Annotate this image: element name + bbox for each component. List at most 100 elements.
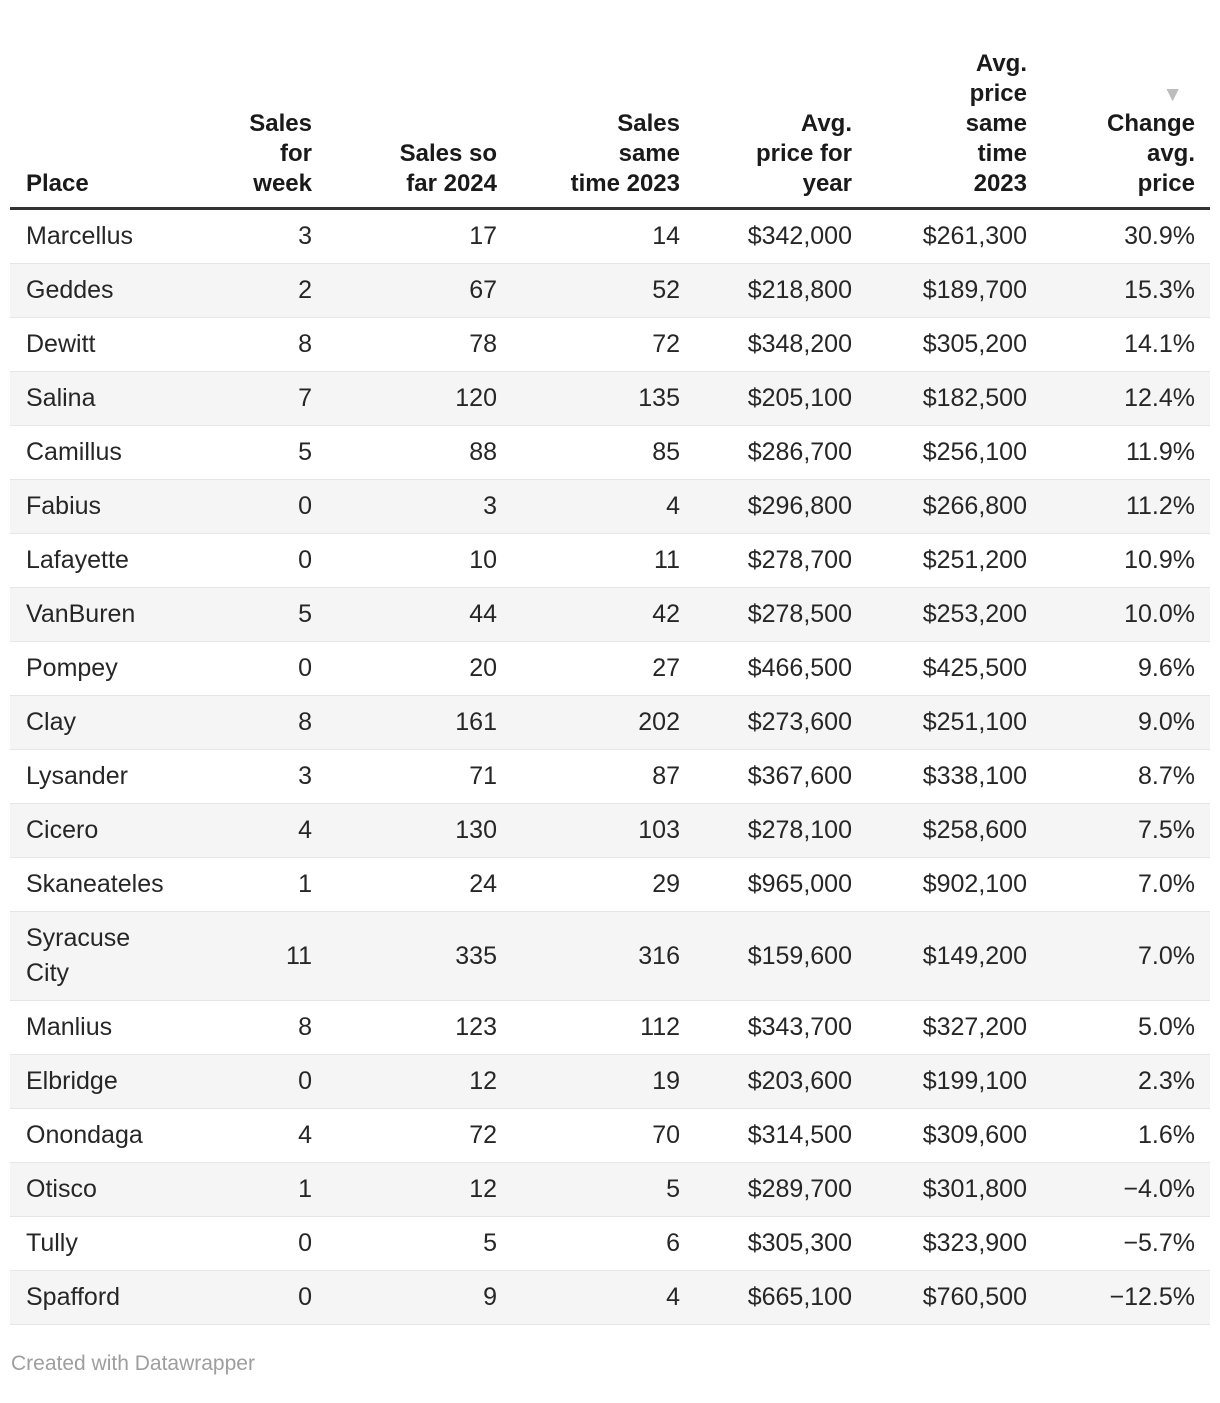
- value-cell: $425,500: [867, 641, 1042, 696]
- value-cell: $205,100: [695, 371, 867, 426]
- value-cell: $159,600: [695, 911, 867, 1001]
- value-cell: 8: [211, 695, 327, 750]
- table-row: Manlius 8 123 112 $343,700 $327,200 5.0%: [10, 1000, 1210, 1055]
- value-cell: 8.7%: [1042, 749, 1210, 804]
- place-cell: Lysander: [10, 749, 211, 804]
- value-cell: 0: [211, 1216, 327, 1271]
- value-cell: 316: [512, 911, 695, 1001]
- attribution-link[interactable]: Created with Datawrapper: [11, 1352, 255, 1375]
- value-cell: 27: [512, 641, 695, 696]
- value-cell: $199,100: [867, 1054, 1042, 1109]
- value-cell: 120: [327, 371, 512, 426]
- value-cell: $296,800: [695, 479, 867, 534]
- place-cell: Elbridge: [10, 1054, 211, 1109]
- value-cell: 14.1%: [1042, 317, 1210, 372]
- value-cell: −12.5%: [1042, 1270, 1210, 1325]
- column-header-sales-so-far-2024[interactable]: Sales so far 2024: [327, 0, 512, 210]
- place-cell: Skaneateles: [10, 857, 211, 912]
- value-cell: $305,300: [695, 1216, 867, 1271]
- value-cell: 9.0%: [1042, 695, 1210, 750]
- value-cell: 44: [327, 587, 512, 642]
- sort-desc-icon[interactable]: ▼: [1162, 83, 1183, 106]
- value-cell: 135: [512, 371, 695, 426]
- value-cell: 8: [211, 317, 327, 372]
- value-cell: 71: [327, 749, 512, 804]
- value-cell: $253,200: [867, 587, 1042, 642]
- table-row: Onondaga 4 72 70 $314,500 $309,600 1.6%: [10, 1108, 1210, 1163]
- column-header-place[interactable]: Place: [10, 0, 211, 210]
- place-cell: Clay: [10, 695, 211, 750]
- value-cell: 335: [327, 911, 512, 1001]
- place-cell: Geddes: [10, 263, 211, 318]
- column-header-avg-price-for-year[interactable]: Avg. price for year: [695, 0, 867, 210]
- value-cell: 0: [211, 533, 327, 588]
- value-cell: 5.0%: [1042, 1000, 1210, 1055]
- place-cell: Dewitt: [10, 317, 211, 372]
- table-row: Pompey 0 20 27 $466,500 $425,500 9.6%: [10, 641, 1210, 696]
- value-cell: 3: [211, 208, 327, 264]
- value-cell: 10: [327, 533, 512, 588]
- value-cell: $278,100: [695, 803, 867, 858]
- value-cell: 7.5%: [1042, 803, 1210, 858]
- table-row: Dewitt 8 78 72 $348,200 $305,200 14.1%: [10, 317, 1210, 372]
- place-cell: Onondaga: [10, 1108, 211, 1163]
- value-cell: $273,600: [695, 695, 867, 750]
- value-cell: $289,700: [695, 1162, 867, 1217]
- value-cell: 20: [327, 641, 512, 696]
- value-cell: 7.0%: [1042, 911, 1210, 1001]
- table-row: Marcellus 3 17 14 $342,000 $261,300 30.9%: [10, 208, 1210, 264]
- table-row: Camillus 5 88 85 $286,700 $256,100 11.9%: [10, 425, 1210, 480]
- value-cell: 3: [211, 749, 327, 804]
- value-cell: 0: [211, 641, 327, 696]
- value-cell: 7.0%: [1042, 857, 1210, 912]
- value-cell: 12: [327, 1054, 512, 1109]
- value-cell: 10.9%: [1042, 533, 1210, 588]
- place-cell: Lafayette: [10, 533, 211, 588]
- value-cell: $256,100: [867, 425, 1042, 480]
- place-cell: Manlius: [10, 1000, 211, 1055]
- column-header-change-avg-price[interactable]: ▼ Change avg. price: [1042, 0, 1210, 210]
- value-cell: $466,500: [695, 641, 867, 696]
- value-cell: 24: [327, 857, 512, 912]
- value-cell: 72: [327, 1108, 512, 1163]
- value-cell: 10.0%: [1042, 587, 1210, 642]
- value-cell: $965,000: [695, 857, 867, 912]
- place-cell: Camillus: [10, 425, 211, 480]
- value-cell: 52: [512, 263, 695, 318]
- value-cell: 1: [211, 857, 327, 912]
- value-cell: 1: [211, 1162, 327, 1217]
- value-cell: 0: [211, 1054, 327, 1109]
- value-cell: 5: [512, 1162, 695, 1217]
- column-header-sales-same-time-2023[interactable]: Sales same time 2023: [512, 0, 695, 210]
- table-row: Clay 8 161 202 $273,600 $251,100 9.0%: [10, 695, 1210, 750]
- value-cell: 5: [211, 587, 327, 642]
- value-cell: 19: [512, 1054, 695, 1109]
- value-cell: $203,600: [695, 1054, 867, 1109]
- value-cell: $309,600: [867, 1108, 1042, 1163]
- column-header-avg-price-same-time-2023[interactable]: Avg. price same time 2023: [867, 0, 1042, 210]
- value-cell: 11.9%: [1042, 425, 1210, 480]
- table-row: Cicero 4 130 103 $278,100 $258,600 7.5%: [10, 803, 1210, 858]
- table-row: Lysander 3 71 87 $367,600 $338,100 8.7%: [10, 749, 1210, 804]
- value-cell: 70: [512, 1108, 695, 1163]
- value-cell: $665,100: [695, 1270, 867, 1325]
- value-cell: 11: [512, 533, 695, 588]
- value-cell: $338,100: [867, 749, 1042, 804]
- table-body: Marcellus 3 17 14 $342,000 $261,300 30.9% Gedde…: [10, 208, 1210, 1325]
- value-cell: $218,800: [695, 263, 867, 318]
- value-cell: $327,200: [867, 1000, 1042, 1055]
- place-cell: Marcellus: [10, 208, 211, 264]
- value-cell: $323,900: [867, 1216, 1042, 1271]
- value-cell: 78: [327, 317, 512, 372]
- value-cell: 5: [327, 1216, 512, 1271]
- place-cell: Syracuse City: [10, 911, 211, 1001]
- value-cell: $266,800: [867, 479, 1042, 534]
- value-cell: 4: [512, 479, 695, 534]
- table-row: Skaneateles 1 24 29 $965,000 $902,100 7.0%: [10, 857, 1210, 912]
- value-cell: $251,100: [867, 695, 1042, 750]
- column-header-sales-for-week[interactable]: Sales for week: [211, 0, 327, 210]
- value-cell: 9: [327, 1270, 512, 1325]
- value-cell: 2: [211, 263, 327, 318]
- value-cell: $342,000: [695, 208, 867, 264]
